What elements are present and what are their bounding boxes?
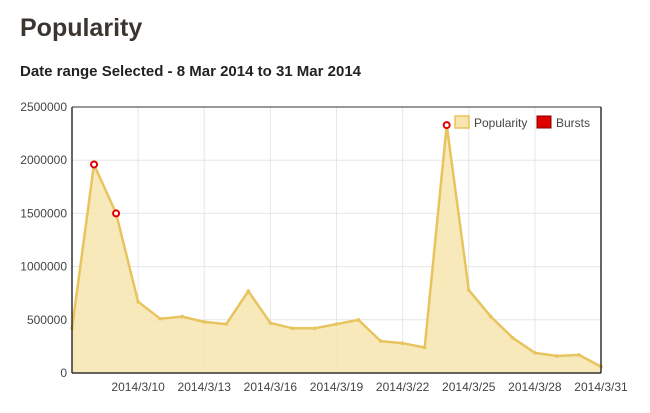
axes	[71, 106, 602, 374]
burst-marker	[112, 209, 121, 218]
popularity-point	[180, 314, 185, 319]
x-tick-label: 2014/3/19	[310, 380, 364, 394]
legend-label-popularity: Popularity	[474, 116, 527, 130]
y-tick-label: 1500000	[20, 206, 67, 220]
y-tick-labels: 0 500000 1000000 1500000 2000000 2500000	[20, 100, 67, 380]
popularity-point	[224, 322, 229, 326]
legend-label-bursts: Bursts	[556, 116, 590, 130]
x-tick-label: 2014/3/22	[376, 380, 430, 394]
y-tick-label: 2500000	[20, 100, 67, 114]
x-tick-label: 2014/3/13	[178, 380, 232, 394]
y-tick-label: 500000	[27, 313, 67, 327]
legend-swatch-bursts	[536, 115, 552, 129]
popularity-area	[72, 125, 601, 373]
y-tick-label: 0	[60, 366, 67, 380]
x-tick-label: 2014/3/16	[244, 380, 298, 394]
popularity-point	[290, 326, 295, 331]
x-tick-label: 2014/3/10	[111, 380, 165, 394]
burst-markers	[90, 121, 451, 218]
popularity-point	[577, 353, 581, 357]
burst-marker	[442, 121, 451, 130]
popularity-point	[422, 345, 427, 350]
x-tick-labels: 2014/3/10 2014/3/13 2014/3/16 2014/3/19 2014…	[111, 380, 628, 394]
x-tick-label: 2014/3/25	[442, 380, 496, 394]
popularity-point	[511, 336, 515, 340]
popularity-point	[533, 350, 537, 355]
popularity-point	[356, 318, 361, 322]
popularity-point	[488, 314, 493, 319]
popularity-point	[555, 354, 559, 358]
popularity-point	[334, 322, 339, 326]
popularity-point	[246, 289, 251, 293]
popularity-point	[268, 321, 273, 325]
popularity-point	[202, 320, 207, 324]
popularity-point	[378, 339, 383, 343]
page-title: Popularity	[20, 14, 143, 42]
legend: Popularity Bursts	[454, 115, 590, 130]
popularity-point	[400, 341, 405, 346]
date-range-label: Date range Selected - 8 Mar 2014 to 31 M…	[20, 63, 362, 80]
popularity-point	[136, 299, 140, 304]
x-tick-label: 2014/3/31	[574, 380, 628, 394]
burst-marker	[90, 160, 99, 169]
popularity-point	[466, 288, 471, 292]
legend-swatch-popularity	[454, 115, 470, 129]
popularity-point	[158, 316, 162, 321]
x-tick-label: 2014/3/28	[508, 380, 562, 394]
y-tick-label: 2000000	[20, 153, 67, 167]
popularity-point	[312, 326, 317, 331]
y-tick-label: 1000000	[20, 260, 67, 274]
